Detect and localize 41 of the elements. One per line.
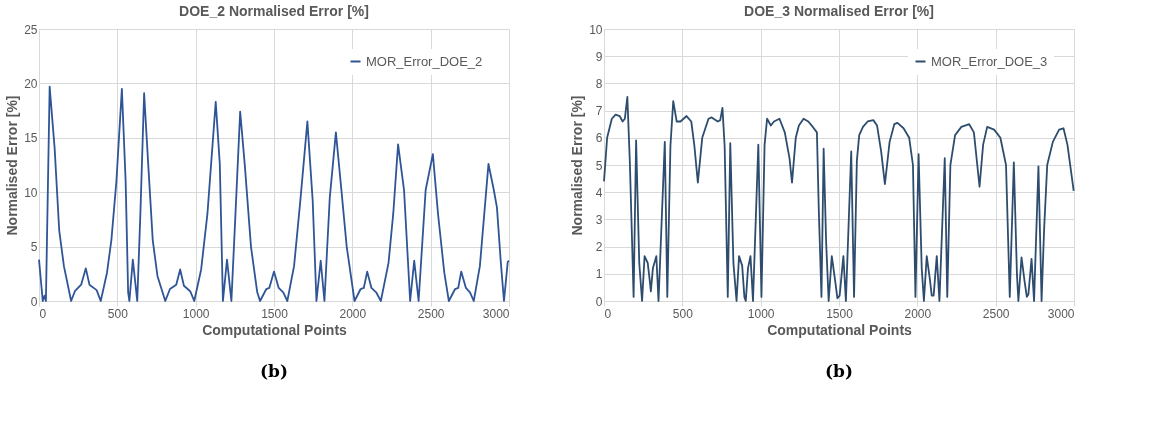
y-tick-label: 8 <box>595 76 603 91</box>
y-tick-label: 5 <box>595 158 603 173</box>
x-tick-label: 500 <box>672 306 694 321</box>
x-tick-label: 3000 <box>482 306 510 321</box>
line-series <box>38 85 510 302</box>
y-tick-label: 20 <box>24 76 38 91</box>
y-tick-label: 4 <box>595 185 603 200</box>
chart-title: DOE_2 Normalised Error [%] <box>179 3 369 19</box>
x-tick-label: 2000 <box>904 306 932 321</box>
y-tick-label: 10 <box>589 22 603 37</box>
y-tick-label: 15 <box>24 131 38 146</box>
text: (b) <box>260 361 288 381</box>
y-tick-label: 1 <box>595 267 603 282</box>
x-tick-label: 2500 <box>982 306 1010 321</box>
x-tick-label: 1500 <box>826 306 854 321</box>
y-tick-label: 9 <box>595 49 603 64</box>
x-tick-label: 3000 <box>1047 306 1075 321</box>
x-tick-label: 2500 <box>417 306 445 321</box>
y-axis-title: Normalised Error [%] <box>569 95 586 236</box>
y-tick-label: 0 <box>595 294 603 309</box>
x-axis-title: Computational Points <box>767 321 913 338</box>
x-axis-title: Computational Points <box>202 321 348 338</box>
x-tick-label: 1500 <box>261 306 289 321</box>
x-tick-label: 2000 <box>339 306 367 321</box>
y-tick-label: 25 <box>24 22 38 37</box>
x-tick-label: 1000 <box>182 306 210 321</box>
line-series <box>603 96 1075 302</box>
x-tick-label: 500 <box>107 306 129 321</box>
chart-title: DOE_3 Normalised Error [%] <box>744 3 934 19</box>
y-axis-title: Normalised Error [%] <box>4 95 21 236</box>
y-tick-label: 5 <box>30 240 38 255</box>
y-tick-label: 3 <box>595 212 603 227</box>
legend-label: MOR_Error_DOE_3 <box>931 53 1048 69</box>
y-tick-label: 7 <box>595 104 603 119</box>
y-tick-label: 10 <box>24 185 38 200</box>
x-tick-label: 1000 <box>747 306 775 321</box>
y-tick-label: 2 <box>595 240 603 255</box>
text: (b) <box>825 361 853 381</box>
y-tick-label: 6 <box>595 131 603 146</box>
y-tick-label: 0 <box>30 294 38 309</box>
legend-label: MOR_Error_DOE_2 <box>366 53 483 69</box>
